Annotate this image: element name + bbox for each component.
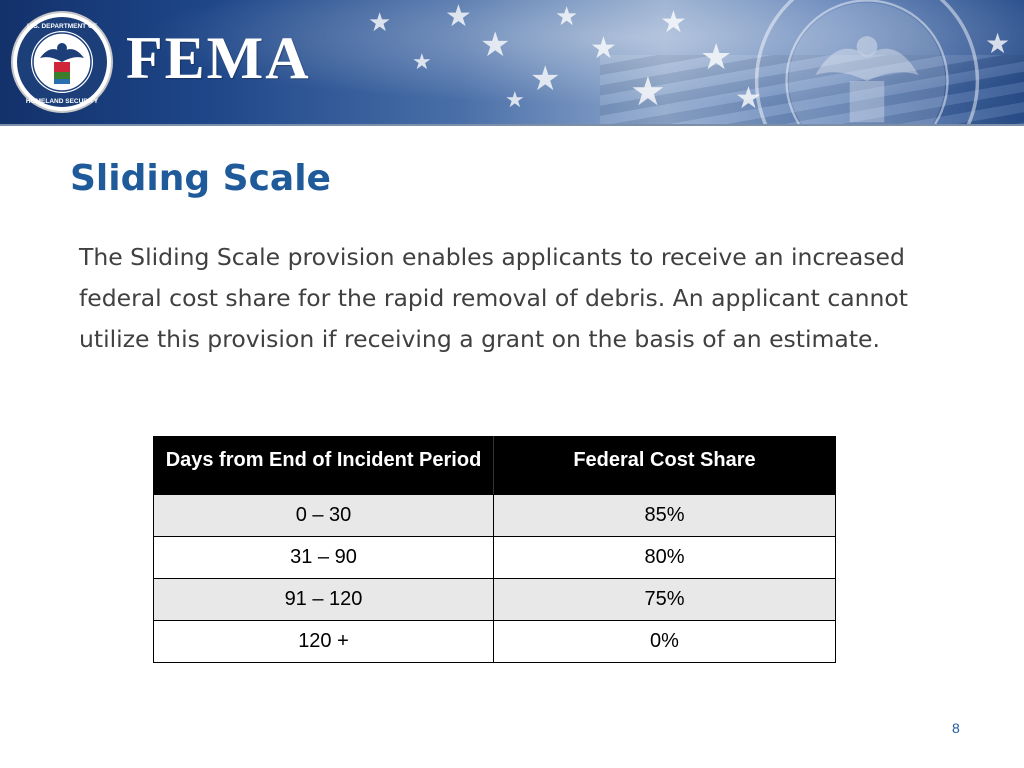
flag-stripes: [600, 55, 1024, 124]
page-number: 8: [952, 720, 960, 736]
star-icon: ★: [480, 25, 511, 65]
sliding-scale-table: Days from End of Incident Period Federal…: [153, 436, 836, 663]
share-cell: 80%: [493, 536, 836, 579]
seal-text: U.S. DEPARTMENT OF: [27, 23, 97, 30]
star-icon: ★: [590, 31, 617, 66]
days-cell: 120 +: [153, 620, 494, 663]
days-cell: 31 – 90: [153, 536, 494, 579]
star-icon: ★: [505, 88, 525, 113]
column-header-share: Federal Cost Share: [493, 436, 836, 495]
share-cell: 75%: [493, 578, 836, 621]
dhs-seal-watermark: [754, 0, 980, 124]
seal-text: HOMELAND SECURITY: [26, 98, 99, 105]
table-row: 31 – 90 80%: [153, 536, 836, 579]
share-cell: 85%: [493, 494, 836, 537]
star-icon: ★: [445, 0, 472, 34]
table-row: 91 – 120 75%: [153, 578, 836, 621]
header-divider: [0, 124, 1024, 126]
banner-glow: [0, 0, 1024, 124]
star-icon: ★: [700, 37, 733, 78]
star-icon: ★: [735, 81, 762, 116]
dhs-seal-logo: U.S. DEPARTMENT OF HOMELAND SECURITY: [11, 11, 113, 113]
header-banner: ★ ★ ★ ★ ★ ★ ★ ★ ★ ★ ★ ★ ★ U.S. DEPARTMEN…: [0, 0, 1024, 124]
star-icon: ★: [660, 5, 687, 40]
column-header-days: Days from End of Incident Period: [153, 436, 494, 495]
table-row: 120 + 0%: [153, 620, 836, 663]
share-cell: 0%: [493, 620, 836, 663]
star-icon: ★: [985, 27, 1011, 60]
star-icon: ★: [555, 2, 579, 32]
table-row: 0 – 30 85%: [153, 494, 836, 537]
days-cell: 91 – 120: [153, 578, 494, 621]
star-icon: ★: [630, 69, 666, 115]
star-icon: ★: [412, 50, 432, 75]
fema-wordmark: FEMA: [126, 25, 311, 91]
star-icon: ★: [530, 59, 561, 99]
star-icon: ★: [368, 8, 392, 38]
slide-body-text: The Sliding Scale provision enables appl…: [79, 243, 909, 353]
table-header-row: Days from End of Incident Period Federal…: [153, 436, 836, 495]
days-cell: 0 – 30: [153, 494, 494, 537]
slide-title: Sliding Scale: [70, 158, 331, 199]
